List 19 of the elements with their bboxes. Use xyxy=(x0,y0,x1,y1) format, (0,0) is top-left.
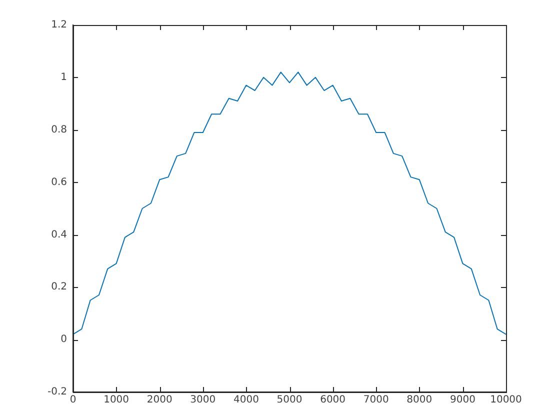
x-tick-label: 7000 xyxy=(363,394,389,406)
y-tick-label: 0 xyxy=(60,334,67,346)
y-tick-label: 1.2 xyxy=(51,20,67,31)
y-tick-label: 0.6 xyxy=(51,176,67,188)
x-tick-label: 5000 xyxy=(276,394,302,406)
y-tick-label: 0.2 xyxy=(51,282,67,293)
x-tick-label: 10000 xyxy=(490,394,522,406)
y-tick-label: 1 xyxy=(60,72,67,84)
x-tick-label: 4000 xyxy=(233,394,259,406)
x-tick-label: 2000 xyxy=(146,394,172,406)
x-tick-label: 6000 xyxy=(320,394,346,406)
y-tick-label: 0.4 xyxy=(51,229,67,240)
x-tick-label: 8000 xyxy=(406,394,432,406)
x-tick-label: 9000 xyxy=(450,394,476,406)
y-tick-label: 0.8 xyxy=(51,124,67,136)
x-tick-label: 0 xyxy=(70,394,76,406)
x-tick-label: 3000 xyxy=(190,394,216,406)
y-tick-label: -0.2 xyxy=(47,386,67,398)
x-tick-label: 1000 xyxy=(104,394,130,406)
